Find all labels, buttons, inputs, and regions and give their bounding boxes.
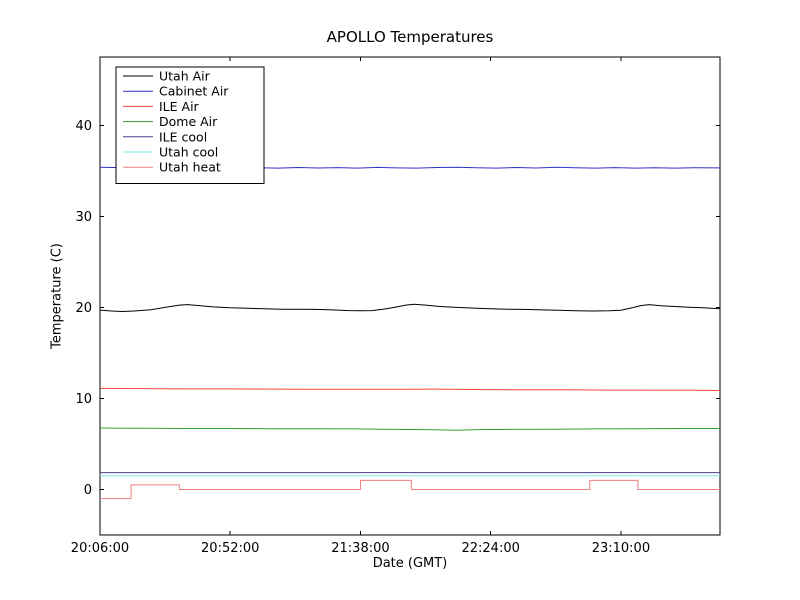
- legend-box: [115, 66, 265, 184]
- line-dome-air: [99, 427, 720, 431]
- legend-label-dome-air: Dome Air: [159, 114, 218, 129]
- legend-label-utah-air: Utah Air: [159, 69, 211, 84]
- line-utah-air: [99, 303, 721, 313]
- y-tick-label: 40: [75, 119, 92, 134]
- x-tick-label: 23:10:00: [592, 541, 650, 556]
- chart-title: APOLLO Temperatures: [326, 28, 494, 46]
- y-tick-label: 20: [75, 301, 92, 316]
- legend-label-ile-cool: ILE cool: [159, 129, 207, 144]
- x-axis: 20:06:00 20:52:00 21:38:00 22:24:00 23:10:00: [71, 57, 650, 556]
- x-tick-label: 22:24:00: [461, 541, 519, 556]
- y-tick-label: 30: [75, 210, 92, 225]
- x-tick-label: 21:38:00: [331, 541, 389, 556]
- line-utah-heat: [100, 479, 720, 500]
- x-tick-label: 20:06:00: [71, 541, 129, 556]
- x-tick-label: 20:52:00: [201, 541, 259, 556]
- line-ile-air: [99, 387, 721, 391]
- legend-label-utah-cool: Utah cool: [159, 145, 218, 160]
- y-tick-label: 0: [84, 483, 92, 498]
- x-axis-label: Date (GMT): [372, 556, 448, 571]
- legend-label-utah-heat: Utah heat: [159, 160, 221, 175]
- legend-label-cabinet-air: Cabinet Air: [159, 84, 229, 99]
- y-axis: 0 10 20 30 40: [75, 119, 720, 498]
- legend-label-ile-air: ILE Air: [159, 99, 200, 114]
- y-tick-label: 10: [75, 392, 92, 407]
